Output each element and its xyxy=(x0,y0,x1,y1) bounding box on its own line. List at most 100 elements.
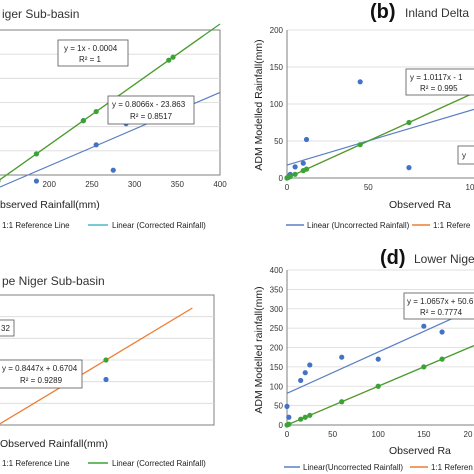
panel-b-legend-uncorrected: Linear (Uncorrected Rainfall) xyxy=(307,221,410,230)
x-tick-label: 0 xyxy=(285,430,290,439)
x-tick-label: 400 xyxy=(213,180,227,189)
panel-a-x-ticks: 200 250 300 350 400 xyxy=(43,180,228,189)
panel-b-y-ticks: 0 50 100 150 200 xyxy=(270,26,284,183)
panel-c-points xyxy=(103,357,109,383)
panel-a-title: iger Sub-basin xyxy=(2,7,79,21)
panel-b-eq-1-line1: y = 1.0117x - 1 xyxy=(410,73,463,82)
corrected-point xyxy=(439,356,445,362)
uncorrected-point xyxy=(302,370,308,376)
corrected-point xyxy=(166,57,172,63)
panel-d-letter: (d) xyxy=(380,247,406,269)
y-tick-label: 0 xyxy=(279,174,284,183)
panel-c-title: pe Niger Sub-basin xyxy=(2,274,105,288)
panel-d-x-ticks: 0 50 100 150 20 xyxy=(285,430,473,439)
uncorrected-point xyxy=(103,376,109,383)
corrected-point xyxy=(287,173,293,180)
corrected-point xyxy=(286,421,292,427)
uncorrected-point xyxy=(339,354,345,360)
y-tick-label: 50 xyxy=(274,402,283,411)
panel-b-y-axis-title: ADM Modelled Rainfall(mm) xyxy=(253,39,265,170)
y-tick-label: 200 xyxy=(270,344,284,353)
panel-a-eq-2-line2: R² = 0.8517 xyxy=(130,112,173,121)
panel-a-legend-reference: 1:1 Reference Line xyxy=(2,221,70,230)
uncorrected-point xyxy=(292,164,298,170)
uncorrected-point xyxy=(406,165,412,171)
x-tick-label: 50 xyxy=(364,183,373,192)
y-tick-label: 50 xyxy=(274,137,283,146)
corrected-point xyxy=(0,179,1,183)
panel-c-lines xyxy=(0,307,193,425)
y-tick-label: 300 xyxy=(270,305,284,314)
panel-d-legend: Linear(Uncorrected Rainfall) 1:1 Referen xyxy=(284,463,473,472)
y-tick-label: 100 xyxy=(270,382,284,391)
panel-b-points xyxy=(284,79,412,181)
panel-b-eq-box-2: y xyxy=(457,145,474,165)
panel-c-legend-corrected: Linear (Corrected Rainfall) xyxy=(112,459,206,468)
panel-a-eq-box-2: y = 0.8066x - 23.863 R² = 0.8517 xyxy=(107,95,195,125)
corrected-point xyxy=(303,166,310,172)
y-tick-label: 150 xyxy=(270,363,284,372)
corrected-point xyxy=(33,151,40,157)
y-tick-label: 0 xyxy=(279,421,284,430)
corrected-point xyxy=(80,118,86,124)
panel-c-legend: 1:1 Reference Line Linear (Corrected Rai… xyxy=(2,459,206,468)
panel-d-points xyxy=(284,323,445,428)
x-tick-label: 50 xyxy=(328,430,337,439)
panel-b-x-axis-title: Observed Ra xyxy=(389,199,451,211)
panel-b-eq-1-line2: R² = 0.995 xyxy=(420,84,458,93)
panel-b-legend: Linear (Uncorrected Rainfall) 1:1 Refere xyxy=(286,221,471,230)
panel-d-legend-reference: 1:1 Referen xyxy=(431,463,473,472)
x-tick-label: 300 xyxy=(128,180,142,189)
uncorrected-point xyxy=(439,329,445,335)
panel-c-eq-2-line2: R² = 0.9289 xyxy=(20,376,63,385)
uncorrected-trendline xyxy=(286,308,474,394)
x-tick-label: 350 xyxy=(171,180,185,189)
uncorrected-point xyxy=(421,323,427,329)
uncorrected-point xyxy=(300,160,306,166)
corrected-point xyxy=(292,171,298,177)
x-tick-label: 10 xyxy=(466,183,474,192)
panel-b-eq-box-1: y = 1.0117x - 1 R² = 0.995 xyxy=(405,68,474,96)
corrected-trendline xyxy=(286,92,474,179)
uncorrected-point xyxy=(307,362,313,368)
panel-d-eq-box-1: y = 1.0657x + 50.6 R² = 0.7774 xyxy=(403,292,474,320)
reference-line xyxy=(0,307,193,425)
x-tick-label: 150 xyxy=(417,430,431,439)
panel-d-title: Lower Nige xyxy=(414,252,474,266)
panel-d-chart: (d) Lower Nige ADM Modelled rainfall(mm)… xyxy=(253,247,474,472)
corrected-point xyxy=(170,54,176,60)
y-tick-label: 150 xyxy=(270,63,284,72)
uncorrected-trendline xyxy=(286,108,474,166)
uncorrected-point xyxy=(286,414,292,420)
x-tick-label: 250 xyxy=(85,180,99,189)
x-tick-label: 0 xyxy=(285,183,290,192)
panel-c-x-axis-title: Observed Rainfall(mm) xyxy=(0,438,108,450)
panel-b-eq-2-line1: y xyxy=(462,151,466,160)
panel-a-chart: iger Sub-basin 200 250 300 350 400 y = 1x - … xyxy=(0,7,227,230)
uncorrected-point xyxy=(303,136,310,143)
corrected-point xyxy=(421,364,427,370)
corrected-point xyxy=(375,383,381,389)
panel-c-eq-2-line1: y = 0.8447x + 0.6704 xyxy=(2,364,78,373)
corrected-point xyxy=(302,414,308,420)
panel-d-eq-1-line2: R² = 0.7774 xyxy=(420,308,463,317)
corrected-point xyxy=(339,399,345,405)
panel-b-title: Inland Delta xyxy=(405,6,469,20)
panel-d-y-ticks: 0 50 100 150 200 250 300 350 400 xyxy=(270,266,284,430)
panel-d-legend-uncorrected: Linear(Uncorrected Rainfall) xyxy=(303,463,403,472)
x-tick-label: 200 xyxy=(43,180,57,189)
uncorrected-point xyxy=(375,356,381,362)
panel-b-letter: (b) xyxy=(370,1,396,23)
y-tick-label: 200 xyxy=(270,26,284,35)
panel-a-legend: 1:1 Reference Line Linear (Corrected Rai… xyxy=(2,221,206,230)
uncorrected-point xyxy=(284,403,290,409)
corrected-point xyxy=(357,142,363,148)
x-tick-label: 100 xyxy=(372,430,386,439)
y-tick-label: 350 xyxy=(270,285,284,294)
panel-b-legend-reference: 1:1 Refere xyxy=(433,221,471,230)
panel-a-eq-2-line1: y = 0.8066x - 23.863 xyxy=(112,100,186,109)
corrected-point xyxy=(93,108,99,115)
panel-d-x-axis-title: Observed Ra xyxy=(389,445,451,457)
uncorrected-point xyxy=(33,178,40,184)
